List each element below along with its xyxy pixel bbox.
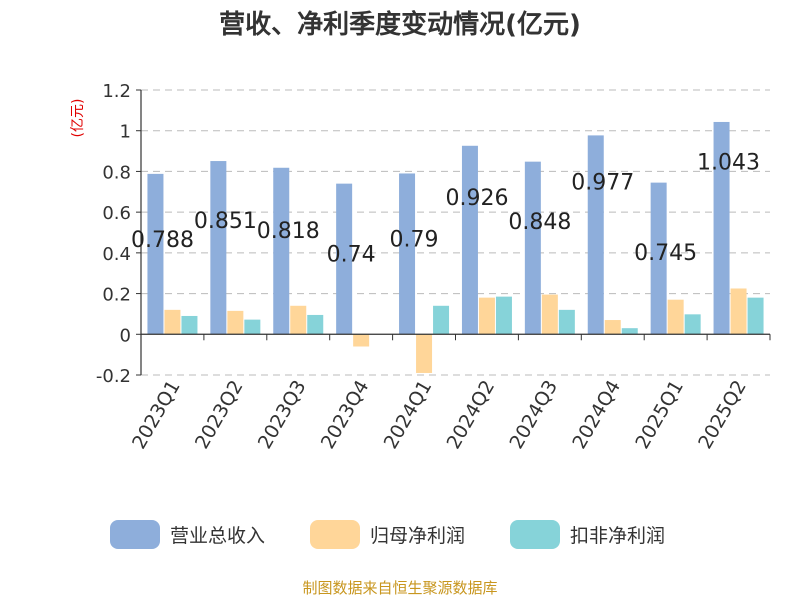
bar-营业总收入-2024Q3 — [524, 161, 541, 335]
legend-swatch-归母净利润 — [310, 520, 360, 549]
data-label-2023Q1: 0.788 — [131, 228, 194, 253]
bar-归母净利润-2024Q3 — [541, 294, 558, 335]
legend-label-扣非净利润: 扣非净利润 — [570, 525, 665, 547]
bar-归母净利润-2024Q2 — [478, 297, 495, 335]
bar-扣非净利润-2024Q2 — [495, 296, 512, 335]
legend-label-营业总收入: 营业总收入 — [170, 525, 265, 547]
x-tick-label: 2024Q1 — [380, 377, 437, 453]
data-label-2025Q2: 1.043 — [697, 151, 760, 176]
bar-归母净利润-2023Q4 — [353, 334, 370, 347]
source-note: 制图数据来自恒生聚源数据库 — [302, 579, 497, 597]
x-tick-label: 2025Q1 — [631, 377, 688, 453]
bar-归母净利润-2025Q2 — [730, 288, 747, 335]
x-tick-label: 2024Q4 — [568, 377, 625, 453]
bar-扣非净利润-2024Q1 — [433, 305, 450, 335]
x-tick-label: 2024Q2 — [443, 377, 500, 453]
bar-营业总收入-2025Q2 — [713, 121, 730, 335]
bar-营业总收入-2023Q4 — [336, 183, 353, 335]
bar-扣非净利润-2024Q4 — [621, 328, 638, 335]
data-label-2023Q3: 0.818 — [257, 219, 320, 244]
legend-swatch-扣非净利润 — [510, 520, 560, 549]
axes — [136, 89, 771, 376]
bar-归母净利润-2024Q1 — [416, 334, 433, 373]
bar-归母净利润-2023Q1 — [164, 309, 181, 335]
bar-扣非净利润-2025Q1 — [684, 314, 701, 335]
bar-扣非净利润-2023Q2 — [244, 319, 261, 335]
bar-营业总收入-2023Q2 — [210, 161, 227, 335]
y-tick-label: 0.8 — [102, 162, 131, 183]
data-label-2024Q3: 0.848 — [508, 210, 571, 235]
data-label-2023Q2: 0.851 — [194, 209, 257, 234]
bar-营业总收入-2023Q1 — [147, 173, 164, 335]
bar-扣非净利润-2024Q3 — [558, 309, 575, 335]
x-tick-label: 2025Q2 — [694, 377, 751, 453]
bar-归母净利润-2023Q3 — [290, 305, 307, 335]
bar-营业总收入-2024Q2 — [461, 145, 478, 335]
bar-营业总收入-2023Q3 — [273, 167, 290, 335]
legend-swatch-营业总收入 — [110, 520, 160, 549]
y-tick-label: 0.4 — [102, 244, 131, 265]
grid-lines — [141, 89, 770, 376]
data-label-2024Q1: 0.79 — [390, 227, 439, 252]
y-tick-label: 0 — [120, 325, 131, 346]
bar-归母净利润-2023Q2 — [227, 310, 244, 335]
bar-扣非净利润-2025Q2 — [747, 297, 764, 335]
chart-title: 营收、净利季度变动情况(亿元) — [219, 9, 581, 40]
y-tick-label: 0.6 — [102, 203, 131, 224]
y-tick-label: 0.2 — [102, 285, 131, 306]
data-label-2025Q1: 0.745 — [634, 241, 697, 266]
x-tick-label: 2023Q1 — [128, 377, 185, 453]
x-tick-label: 2023Q4 — [317, 377, 374, 453]
legend-label-归母净利润: 归母净利润 — [370, 525, 465, 547]
x-tick-label: 2024Q3 — [505, 377, 562, 453]
bar-归母净利润-2025Q1 — [667, 299, 684, 335]
y-tick-label: 1 — [120, 122, 131, 143]
y-axis-unit-label: (亿元) — [70, 99, 86, 138]
data-label-2023Q4: 0.74 — [327, 243, 376, 268]
bars — [147, 121, 764, 373]
y-tick-label: -0.2 — [96, 366, 131, 387]
data-label-2024Q4: 0.977 — [571, 171, 634, 196]
bar-扣非净利润-2023Q3 — [307, 314, 324, 335]
bar-营业总收入-2024Q1 — [399, 173, 416, 335]
data-label-2024Q2: 0.926 — [445, 186, 508, 211]
bar-营业总收入-2024Q4 — [587, 135, 604, 335]
bar-营业总收入-2025Q1 — [650, 182, 667, 335]
x-tick-label: 2023Q3 — [254, 377, 311, 453]
bar-扣非净利润-2023Q1 — [181, 315, 198, 335]
legend: 营业总收入 归母净利润 扣非净利润 — [110, 520, 665, 549]
y-tick-label: 1.2 — [102, 81, 131, 102]
x-tick-label: 2023Q2 — [191, 377, 248, 453]
bar-归母净利润-2024Q4 — [604, 320, 621, 335]
